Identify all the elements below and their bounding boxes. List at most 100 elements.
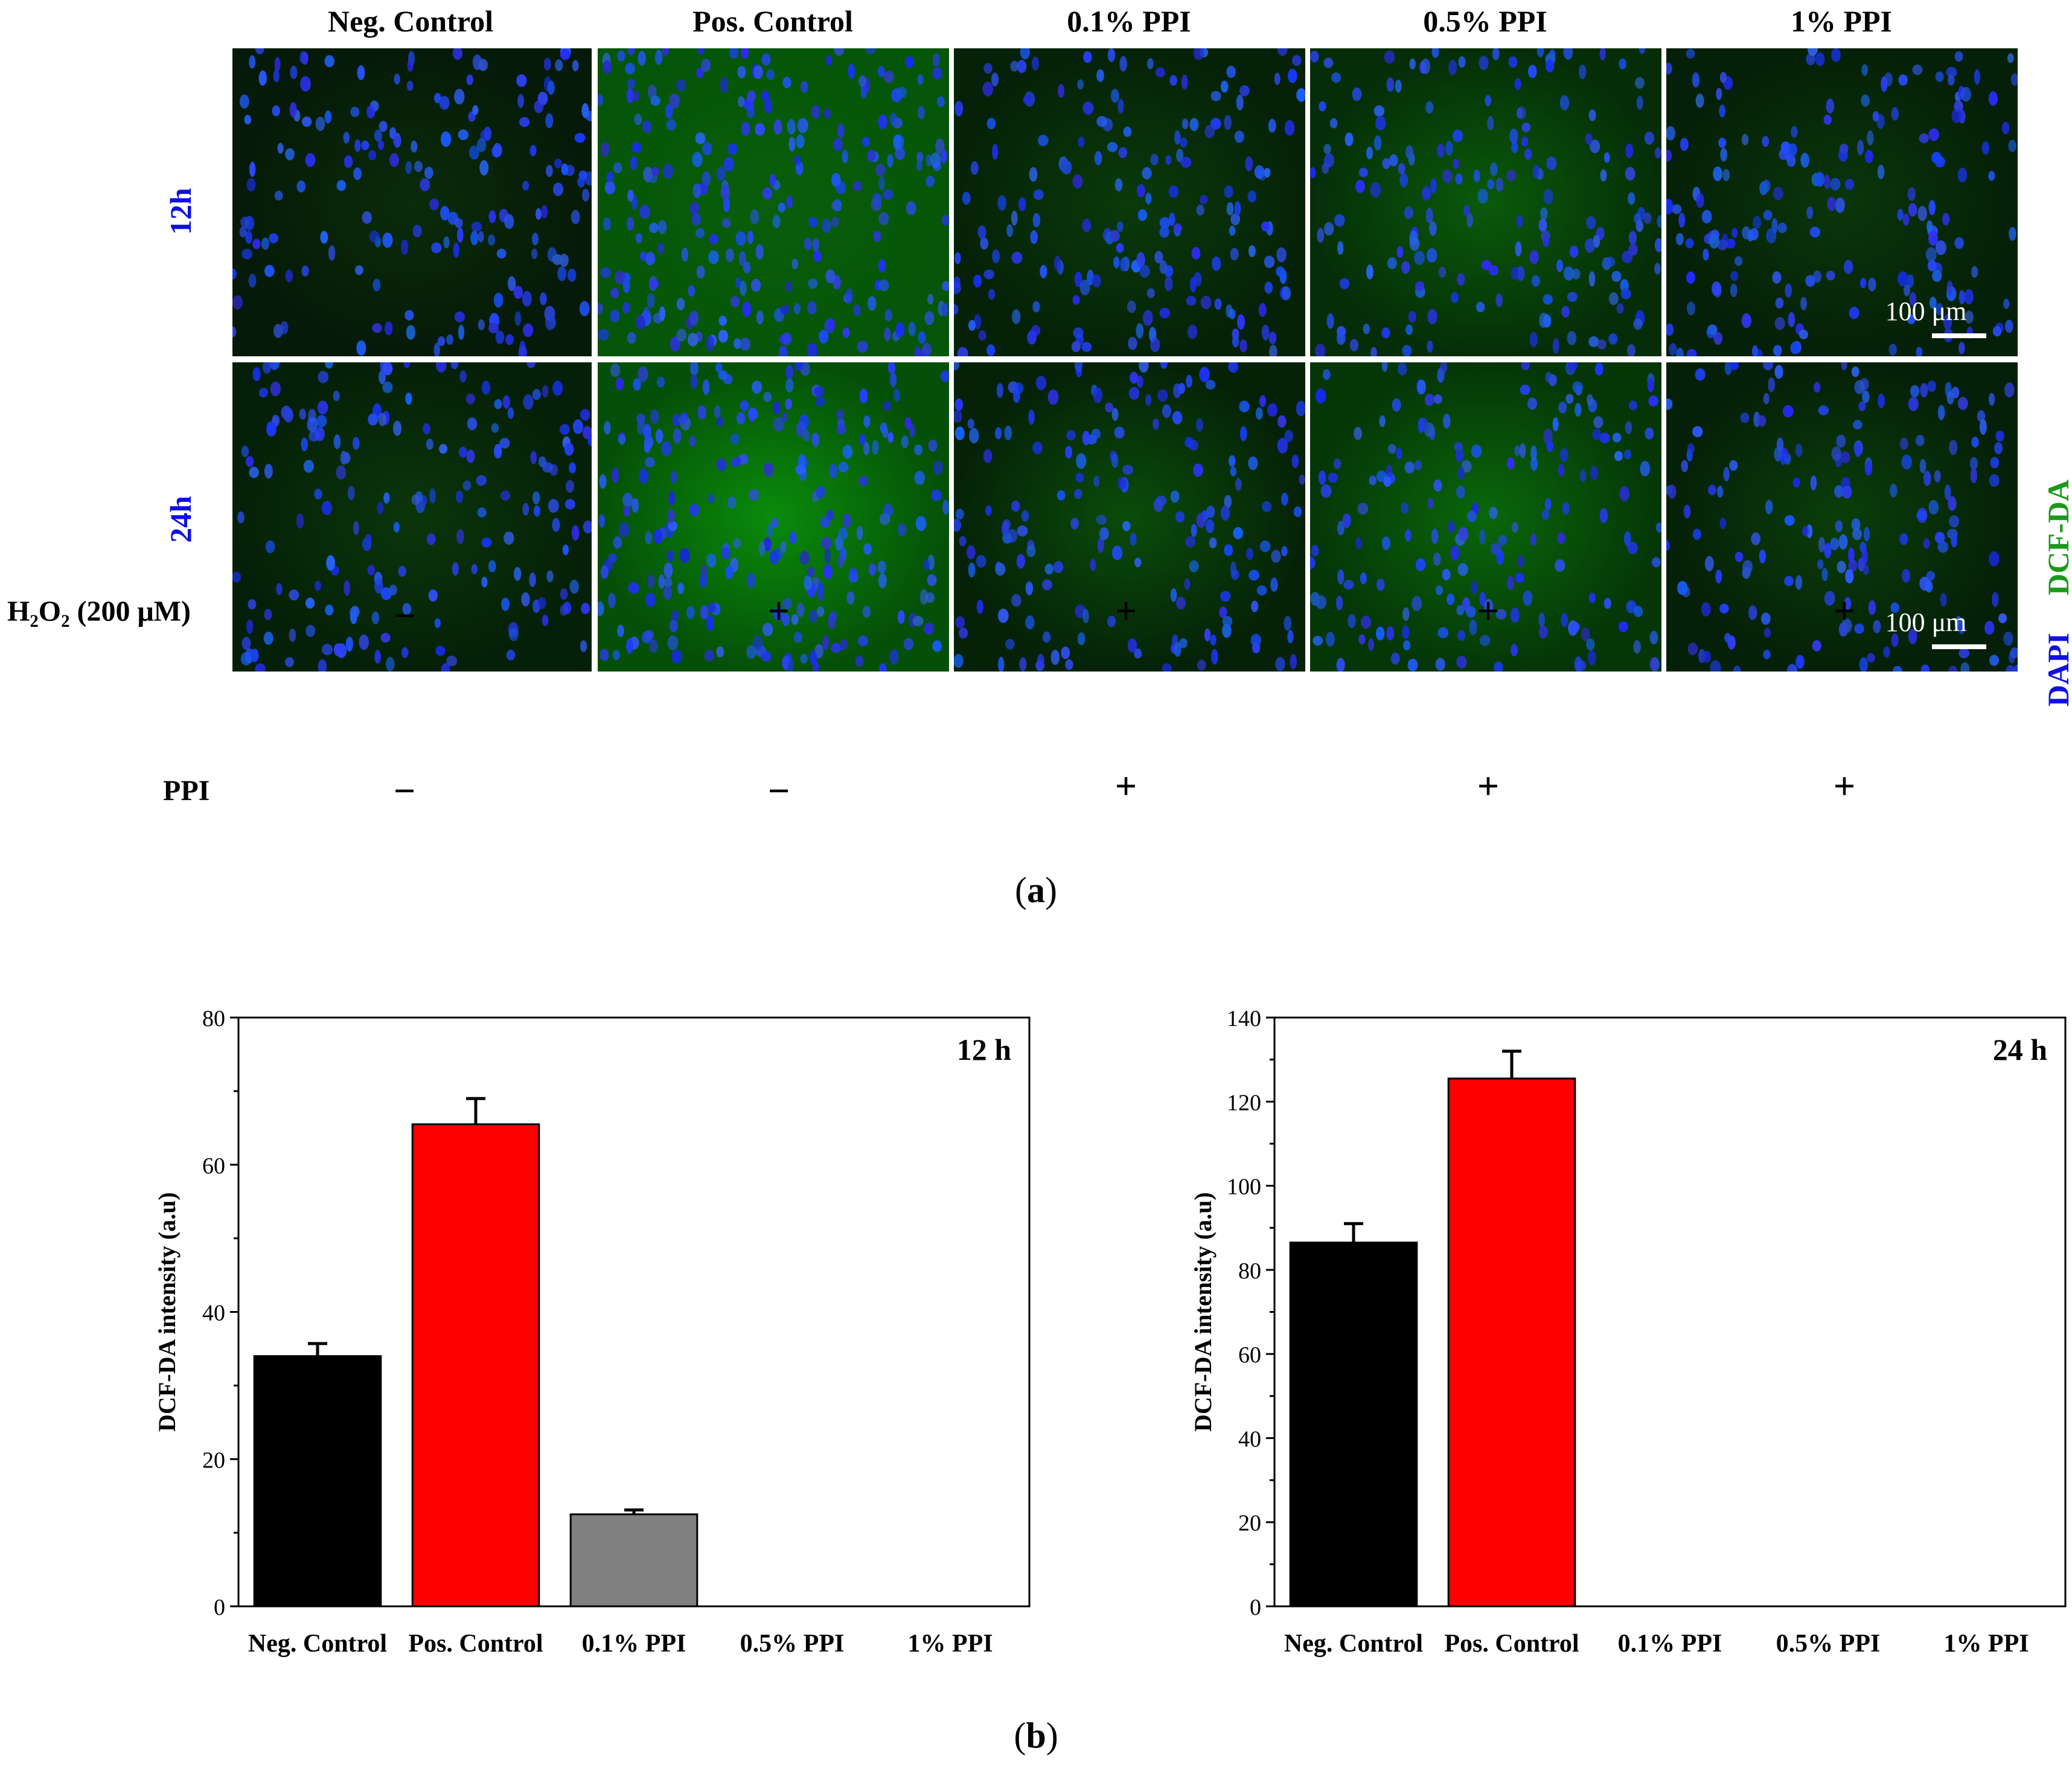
cell-nucleus <box>882 426 889 438</box>
cell-nucleus <box>1456 656 1467 668</box>
cell-nucleus <box>1452 129 1463 143</box>
cell-nucleus <box>412 225 422 238</box>
cell-nucleus <box>1572 381 1583 393</box>
cell-nucleus <box>1623 449 1631 460</box>
cell-nucleus <box>443 236 450 249</box>
cell-nucleus <box>380 587 392 600</box>
cell-nucleus <box>1234 200 1241 216</box>
cell-nucleus <box>1239 400 1250 412</box>
cell-nucleus <box>1862 390 1870 403</box>
cell-nucleus <box>459 370 467 383</box>
cell-nucleus <box>627 48 635 56</box>
cell-nucleus <box>1569 245 1579 258</box>
cell-nucleus <box>1230 466 1237 476</box>
cell-nucleus <box>1807 48 1818 56</box>
cell-nucleus <box>1479 591 1486 606</box>
cell-nucleus <box>669 619 678 633</box>
cell-nucleus <box>1763 210 1773 220</box>
cell-nucleus <box>1134 557 1142 568</box>
cell-nucleus <box>1628 243 1638 256</box>
cell-nucleus <box>350 609 357 624</box>
cell-nucleus <box>1593 416 1604 428</box>
cell-nucleus <box>785 367 793 379</box>
cell-nucleus <box>995 562 1006 576</box>
cell-nucleus <box>1072 174 1083 189</box>
cell-nucleus <box>239 226 247 238</box>
cell-nucleus <box>663 562 673 579</box>
cell-nucleus <box>1299 474 1305 485</box>
cell-nucleus <box>1510 607 1520 623</box>
cell-nucleus <box>942 303 948 316</box>
cell-nucleus <box>692 183 702 199</box>
cell-nucleus <box>676 79 686 92</box>
cell-nucleus <box>1411 595 1422 611</box>
cell-nucleus <box>280 321 289 335</box>
cell-nucleus <box>1805 275 1815 287</box>
cell-nucleus <box>1940 592 1947 607</box>
cell-nucleus <box>384 321 393 336</box>
cell-nucleus <box>2001 121 2010 135</box>
cell-nucleus <box>471 222 482 232</box>
cell-nucleus <box>1174 130 1181 145</box>
cell-nucleus <box>706 335 715 351</box>
cell-nucleus <box>1937 541 1949 553</box>
cell-nucleus <box>1723 467 1730 482</box>
cell-nucleus <box>434 618 441 629</box>
cell-nucleus <box>1487 179 1495 190</box>
cell-nucleus <box>1524 148 1532 160</box>
cell-nucleus <box>804 575 812 591</box>
cell-nucleus <box>1170 588 1177 602</box>
cell-nucleus <box>1271 550 1281 563</box>
cell-nucleus <box>1650 657 1660 672</box>
cell-nucleus <box>1823 114 1832 125</box>
cell-nucleus <box>1946 280 1953 296</box>
cell-nucleus <box>909 424 916 438</box>
cell-nucleus <box>1608 333 1618 345</box>
cell-nucleus <box>912 615 924 627</box>
cell-nucleus <box>507 407 514 419</box>
cell-nucleus <box>1908 203 1917 217</box>
cell-nucleus <box>1988 91 1998 106</box>
cell-nucleus <box>1262 501 1272 513</box>
cell-nucleus <box>1130 533 1137 546</box>
cell-nucleus <box>1354 426 1363 440</box>
cell-nucleus <box>670 470 677 484</box>
cell-nucleus <box>1861 94 1870 107</box>
cell-nucleus <box>241 636 251 650</box>
cell-nucleus <box>731 457 738 467</box>
cell-nucleus <box>721 218 731 228</box>
cell-nucleus <box>1567 331 1577 345</box>
cell-nucleus <box>1556 259 1564 272</box>
cell-nucleus <box>1093 387 1102 403</box>
cell-nucleus <box>1348 614 1356 628</box>
cell-nucleus <box>743 261 751 274</box>
cell-nucleus <box>1988 171 1995 181</box>
cell-nucleus <box>868 563 877 576</box>
cell-nucleus <box>1159 217 1171 229</box>
cell-nucleus <box>300 76 311 92</box>
cell-nucleus <box>794 155 801 165</box>
cell-nucleus <box>453 242 459 258</box>
cell-nucleus <box>1527 65 1537 79</box>
sign-ppi-1-ppi: + <box>1833 765 1856 807</box>
cell-nucleus <box>318 371 329 383</box>
cell-nucleus <box>1352 87 1362 101</box>
cell-nucleus <box>718 370 728 380</box>
cell-nucleus <box>954 410 962 423</box>
cell-nucleus <box>791 614 799 625</box>
cell-nucleus <box>1757 415 1767 427</box>
cell-nucleus <box>1134 648 1142 659</box>
cell-nucleus <box>426 533 436 545</box>
cell-nucleus <box>1954 51 1963 62</box>
cell-nucleus <box>426 438 433 450</box>
cell-nucleus <box>1042 631 1051 643</box>
cell-nucleus <box>1618 621 1628 632</box>
cell-nucleus <box>454 89 465 104</box>
cell-nucleus <box>1655 522 1661 533</box>
cell-nucleus <box>967 418 974 429</box>
cell-nucleus <box>458 129 469 140</box>
cell-nucleus <box>1611 271 1622 282</box>
cell-nucleus <box>1090 559 1096 571</box>
micrograph-24h-1-ppi <box>1666 362 2018 672</box>
cell-nucleus <box>1561 612 1568 627</box>
